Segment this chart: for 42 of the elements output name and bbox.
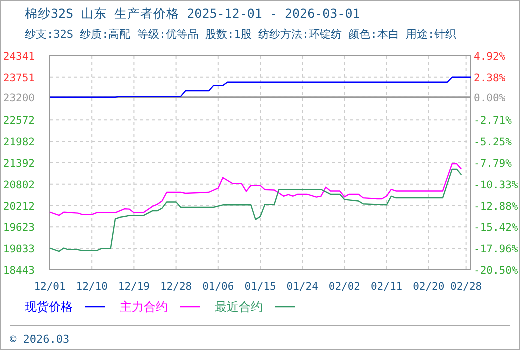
x-tick-label: 12/01 xyxy=(34,281,66,293)
y2-tick-label: -15.42% xyxy=(474,222,519,234)
y2-tick-label: 2.38% xyxy=(474,72,506,84)
x-tick-label: 01/15 xyxy=(244,281,276,293)
x-tick-label: 12/28 xyxy=(160,281,192,293)
x-tick-label: 12/19 xyxy=(118,281,150,293)
y-tick-label: 21982 xyxy=(3,136,35,149)
y2-tick-label: -20.50% xyxy=(474,265,519,277)
x-tick-label: 01/06 xyxy=(202,281,234,293)
y2-tick-label: -10.33% xyxy=(474,179,519,192)
legend-label: 主力合约 xyxy=(120,300,168,314)
x-tick-label: 12/10 xyxy=(76,281,108,293)
y-tick-label: 23751 xyxy=(3,72,35,84)
y-tick-label: 20802 xyxy=(3,179,35,192)
x-tick-label: 02/02 xyxy=(328,281,361,293)
y-tick-label: 22572 xyxy=(3,115,35,128)
y2-tick-label: 0.00% xyxy=(474,92,506,104)
y2-tick-label: -12.88% xyxy=(474,200,519,213)
y2-tick-label: -7.79% xyxy=(474,158,513,170)
y-tick-label: 18443 xyxy=(3,265,35,277)
y-tick-label: 21392 xyxy=(3,158,35,170)
line-series xyxy=(49,163,462,216)
x-tick-label: 01/24 xyxy=(286,281,318,293)
x-tick-label: 02/11 xyxy=(370,281,403,293)
y2-tick-label: -17.96% xyxy=(474,244,519,256)
y-tick-label: 19033 xyxy=(3,244,35,256)
chart-title: 棉纱32S 山东 生产者价格 2025-12-01 - 2026-03-01 xyxy=(25,6,360,21)
y-tick-label: 19623 xyxy=(3,222,35,234)
line-series xyxy=(49,76,472,98)
x-tick-label: 02/20 xyxy=(413,281,445,293)
y-tick-label: 23200 xyxy=(3,92,35,104)
text: © 2026.03 xyxy=(10,333,70,346)
y2-tick-label: -2.71% xyxy=(474,115,513,128)
x-tick-label: 02/28 xyxy=(450,281,482,293)
y-tick-label: 20212 xyxy=(3,200,35,213)
y2-tick-label: -5.25% xyxy=(474,136,513,149)
legend-label: 最近合约 xyxy=(215,300,263,314)
chart-subtitle: 纱支:32S 纱质:高配 等级:优等品 股数:1股 纺纱方法:环锭纺 颜色:本白 用途:针织 xyxy=(25,28,457,41)
legend-label: 现货价格 xyxy=(25,300,73,314)
line-series xyxy=(49,168,462,252)
y2-tick-label: 4.92% xyxy=(474,51,506,63)
y-tick-label: 24341 xyxy=(3,51,35,63)
